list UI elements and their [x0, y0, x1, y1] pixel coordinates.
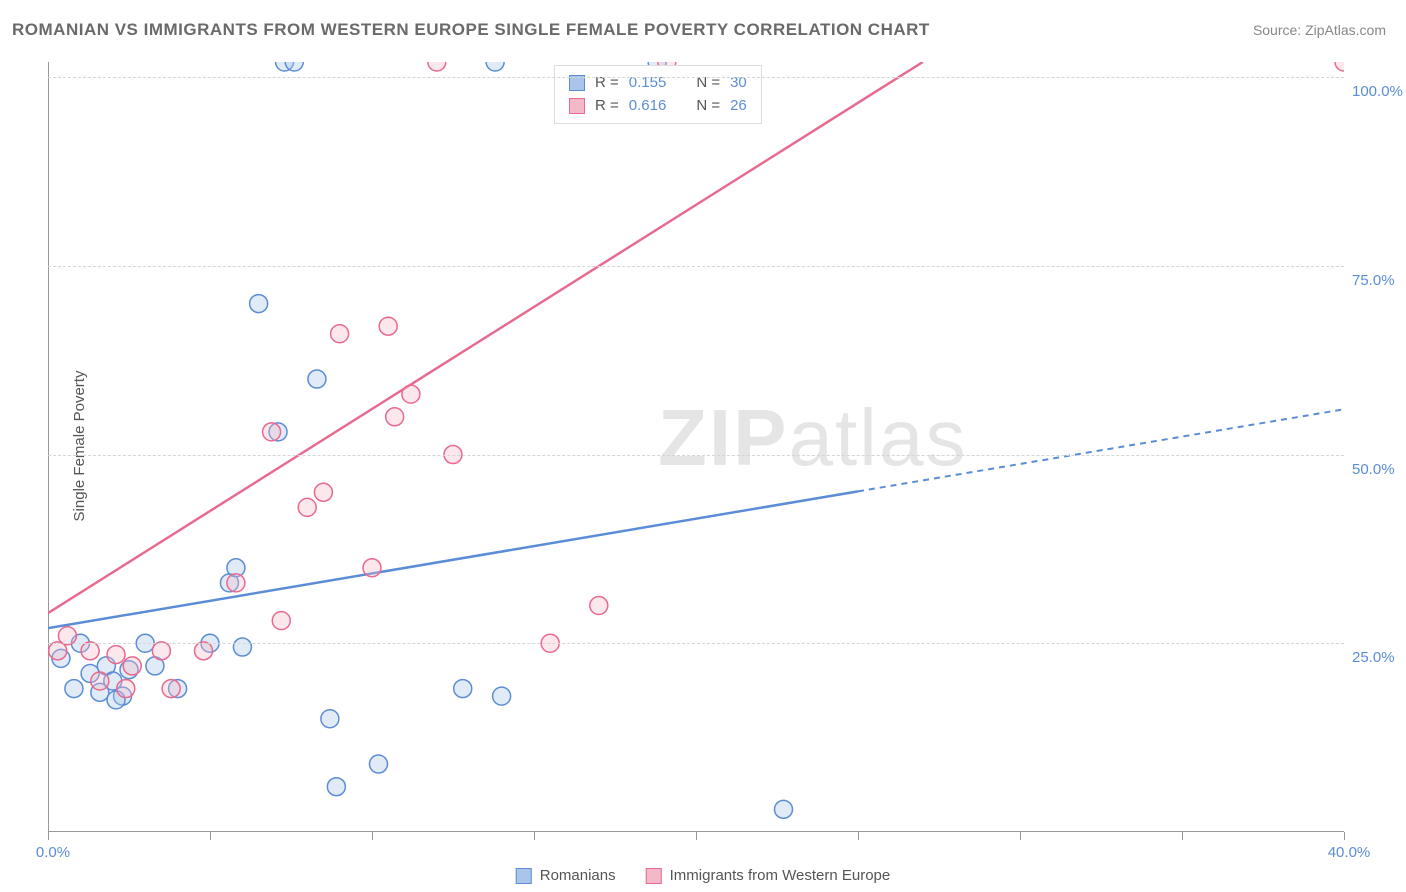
x-tick — [210, 832, 211, 840]
legend-series: Romanians Immigrants from Western Europe — [516, 867, 891, 884]
grid-line — [48, 266, 1344, 267]
legend-row: R = 0.616 N = 26 — [569, 95, 747, 118]
legend-swatch — [516, 868, 532, 884]
data-point — [263, 423, 281, 441]
y-tick-label: 50.0% — [1352, 461, 1395, 478]
data-point — [363, 559, 381, 577]
data-point — [493, 687, 511, 705]
y-tick-label: 75.0% — [1352, 272, 1395, 289]
data-point — [308, 370, 326, 388]
x-tick — [696, 832, 697, 840]
data-point — [386, 408, 404, 426]
data-point — [454, 680, 472, 698]
legend-label: Immigrants from Western Europe — [670, 867, 891, 884]
x-tick — [1182, 832, 1183, 840]
data-point — [402, 385, 420, 403]
x-tick — [372, 832, 373, 840]
data-point — [123, 657, 141, 675]
data-point — [314, 483, 332, 501]
data-point — [272, 612, 290, 630]
legend-swatch — [569, 98, 585, 114]
data-point — [331, 325, 349, 343]
trend-line-solid — [48, 62, 923, 613]
data-point — [81, 642, 99, 660]
legend-correlation: R = 0.155 N = 30 R = 0.616 N = 26 — [554, 65, 762, 124]
x-tick — [1020, 832, 1021, 840]
x-tick — [858, 832, 859, 840]
data-point — [195, 642, 213, 660]
grid-line — [48, 77, 1344, 78]
legend-label: Romanians — [540, 867, 616, 884]
source-attribution: Source: ZipAtlas.com — [1253, 22, 1386, 38]
legend-n-value: 26 — [730, 95, 747, 118]
data-point — [152, 642, 170, 660]
plot-area: ZIPatlas R =0.155N =30R =0.616N =26 — [48, 62, 1344, 832]
x-tick — [48, 832, 49, 840]
x-tick — [534, 832, 535, 840]
data-point — [428, 62, 446, 71]
data-point — [58, 627, 76, 645]
legend-item: Romanians — [516, 867, 616, 884]
legend-r-label: R = — [595, 95, 619, 118]
y-tick-label: 25.0% — [1352, 649, 1395, 666]
grid-line — [48, 643, 1344, 644]
data-point — [117, 680, 135, 698]
chart-title: ROMANIAN VS IMMIGRANTS FROM WESTERN EURO… — [12, 20, 930, 40]
legend-item: Immigrants from Western Europe — [646, 867, 891, 884]
data-point — [107, 646, 125, 664]
legend-n-label: N = — [696, 72, 720, 95]
trend-line-dashed — [858, 409, 1344, 491]
legend-r-value: 0.616 — [629, 95, 667, 118]
y-tick-label: 100.0% — [1352, 83, 1403, 100]
data-point — [65, 680, 83, 698]
data-point — [379, 317, 397, 335]
chart-svg — [48, 62, 1344, 832]
data-point — [91, 672, 109, 690]
legend-r-label: R = — [595, 72, 619, 95]
x-tick-label: 0.0% — [28, 844, 78, 861]
legend-row: R = 0.155 N = 30 — [569, 72, 747, 95]
data-point — [1335, 62, 1344, 71]
data-point — [250, 295, 268, 313]
data-point — [774, 800, 792, 818]
trend-line-solid — [48, 491, 858, 628]
legend-swatch — [646, 868, 662, 884]
x-tick-label: 40.0% — [1324, 844, 1374, 861]
chart-container: ROMANIAN VS IMMIGRANTS FROM WESTERN EURO… — [0, 0, 1406, 892]
x-tick — [1344, 832, 1345, 840]
data-point — [227, 574, 245, 592]
grid-line — [48, 455, 1344, 456]
data-point — [321, 710, 339, 728]
data-point — [162, 680, 180, 698]
data-point — [486, 62, 504, 71]
data-point — [590, 597, 608, 615]
data-point — [327, 778, 345, 796]
data-point — [233, 638, 251, 656]
data-point — [369, 755, 387, 773]
legend-n-value: 30 — [730, 72, 747, 95]
legend-n-label: N = — [696, 95, 720, 118]
data-point — [298, 498, 316, 516]
legend-r-value: 0.155 — [629, 72, 667, 95]
